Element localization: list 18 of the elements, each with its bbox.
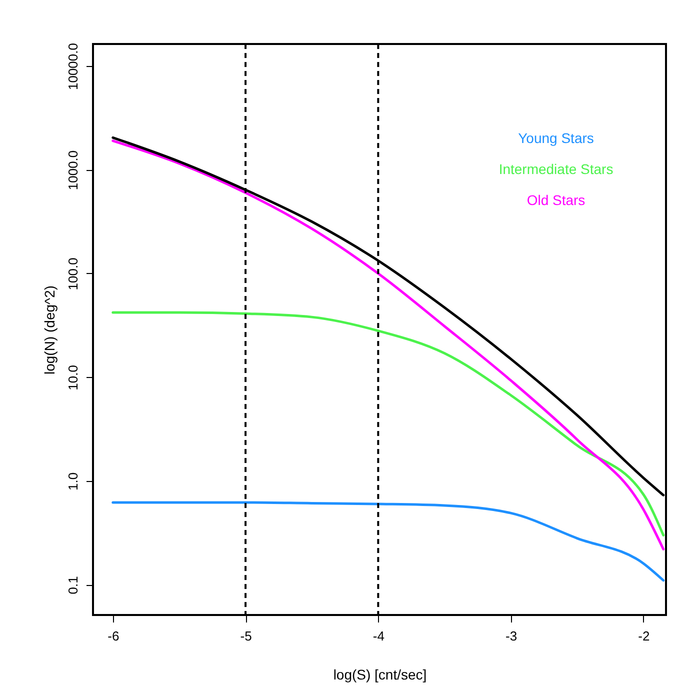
y-tick-label: 1.0	[66, 472, 80, 490]
y-tick-label: 1000.0	[66, 150, 80, 190]
text: Intermediate Stars	[498, 161, 614, 177]
x-tick-label: -4	[372, 628, 384, 644]
line-series	[112, 311, 665, 536]
text: Old Stars	[526, 192, 586, 208]
text: Young Stars	[518, 130, 594, 146]
x-tick-label: -2	[638, 628, 650, 644]
y-tick-label: 100.0	[66, 258, 80, 290]
x-axis-title: log(S) [cnt/sec]	[333, 666, 427, 682]
x-tick-label: -6	[108, 628, 120, 644]
y-tick-label: 10.0	[66, 365, 80, 390]
x-tick-label: -5	[240, 628, 252, 644]
y-tick-label: 0.1	[66, 576, 80, 594]
x-tick-label: -3	[506, 628, 518, 644]
y-tick-label: 10000.0	[66, 43, 80, 90]
line-series	[112, 501, 665, 582]
y-axis-title: log(N) (deg^2)	[42, 285, 58, 375]
